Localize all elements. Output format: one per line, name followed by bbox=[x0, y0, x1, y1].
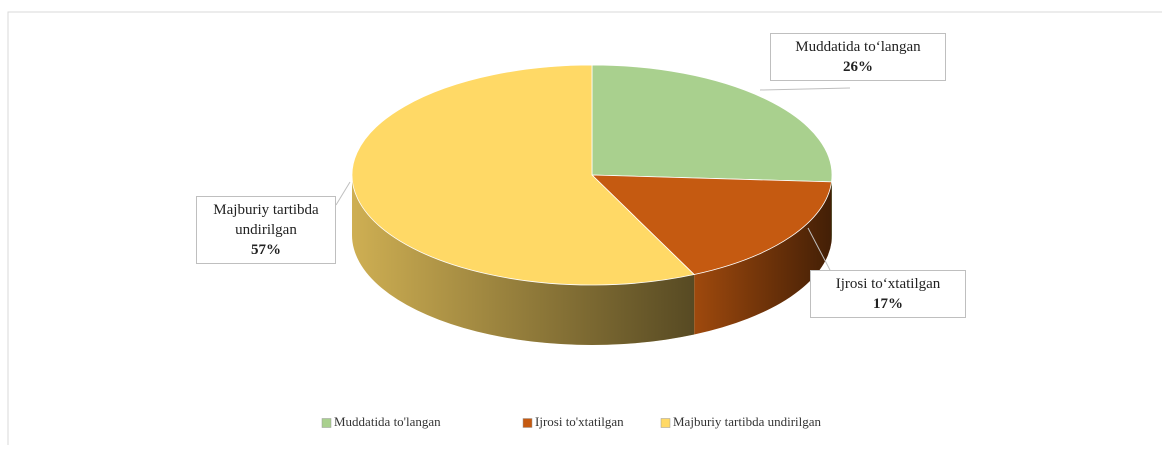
callout-value: 57% bbox=[251, 242, 281, 258]
callout-value: 26% bbox=[843, 59, 873, 75]
callout-pointer bbox=[759, 87, 851, 91]
slice bbox=[590, 174, 832, 275]
side-shade bbox=[694, 181, 832, 335]
legend: Muddatida to'langan Ijrosi to'xtatilgan Ma… bbox=[321, 414, 822, 429]
legend-label: Muddatida to'langan bbox=[334, 414, 441, 429]
frame bbox=[7, 11, 1162, 445]
side-shade bbox=[352, 175, 695, 345]
slice bbox=[591, 64, 833, 183]
callout-value: 17% bbox=[873, 296, 903, 312]
legend-swatch bbox=[321, 418, 332, 428]
callout-pointer bbox=[335, 181, 351, 206]
legend-label: Majburiy tartibda undirilgan bbox=[673, 414, 822, 429]
slice bbox=[351, 64, 696, 286]
legend-label: Ijrosi to'xtatilgan bbox=[535, 414, 624, 429]
data-callout: Muddatida to‘langan 26% bbox=[770, 33, 946, 81]
legend-swatch bbox=[522, 418, 533, 428]
callout-name: Majburiy tartibda undirilgan bbox=[213, 202, 319, 238]
data-callout: Ijrosi to‘xtatilgan 17% bbox=[810, 270, 966, 318]
callout-name: Muddatida to‘langan bbox=[795, 39, 921, 55]
data-callout: Majburiy tartibda undirilgan 57% bbox=[196, 196, 336, 264]
legend-swatch bbox=[660, 418, 671, 428]
callout-name: Ijrosi to‘xtatilgan bbox=[835, 276, 941, 292]
pointers bbox=[335, 87, 851, 271]
callout-pointer bbox=[807, 227, 831, 271]
pie bbox=[351, 64, 833, 345]
